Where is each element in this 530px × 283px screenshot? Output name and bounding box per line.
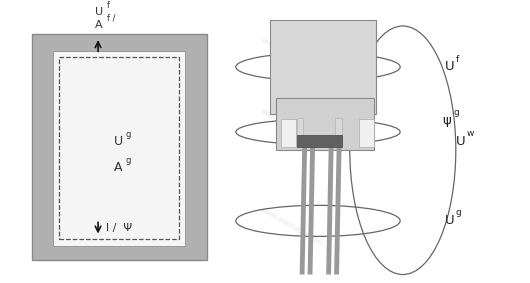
Text: A: A [114, 161, 122, 174]
Text: A: A [95, 20, 103, 30]
Text: f /: f / [107, 14, 116, 23]
Text: U: U [95, 7, 103, 17]
Text: g: g [126, 130, 131, 139]
Text: www.alwindoor.com: www.alwindoor.com [260, 37, 323, 77]
Text: g: g [456, 209, 462, 217]
Text: l /  Ψ: l / Ψ [106, 223, 132, 233]
Text: www.alwindoor.com: www.alwindoor.com [32, 178, 95, 218]
Bar [53, 52, 185, 246]
Bar [276, 98, 374, 150]
Text: U: U [456, 135, 465, 148]
Bar [335, 118, 342, 135]
Text: U: U [445, 214, 455, 227]
Bar [359, 119, 374, 147]
Text: www.alwindoor.com: www.alwindoor.com [260, 108, 323, 148]
Bar [281, 119, 296, 147]
Bar [32, 35, 207, 260]
Text: U: U [114, 135, 123, 148]
Text: g: g [453, 108, 459, 117]
Text: f: f [107, 1, 110, 10]
Bar [297, 135, 342, 147]
Bar [59, 57, 179, 239]
Text: www.alwindoor.com: www.alwindoor.com [32, 79, 95, 119]
Bar [297, 118, 303, 135]
Text: ψ: ψ [443, 114, 452, 127]
Text: w: w [466, 129, 474, 138]
Text: U: U [445, 61, 455, 74]
Text: g: g [126, 156, 131, 165]
Text: f: f [456, 55, 459, 64]
Bar [270, 20, 376, 113]
Text: www.alwindoor.com: www.alwindoor.com [260, 206, 323, 246]
